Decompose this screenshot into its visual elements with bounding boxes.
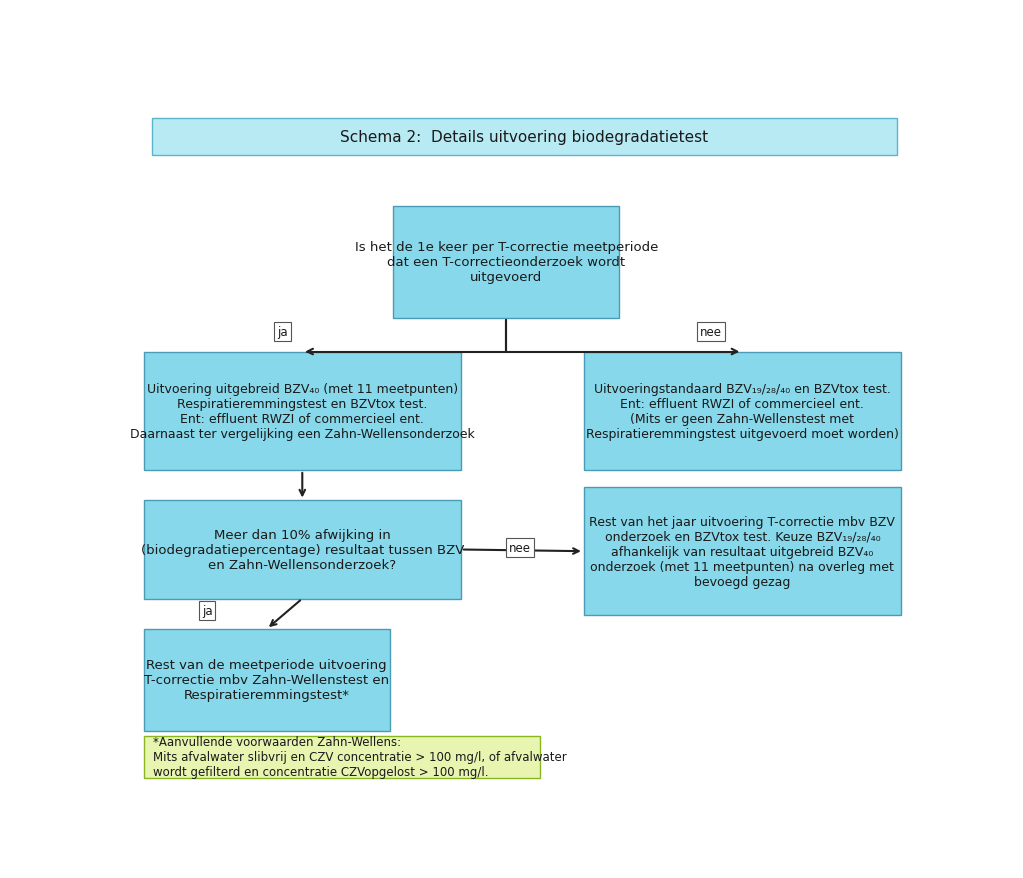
FancyBboxPatch shape: [584, 352, 901, 471]
Text: ja: ja: [202, 604, 213, 617]
FancyBboxPatch shape: [151, 119, 897, 156]
Text: Meer dan 10% afwijking in
(biodegradatiepercentage) resultaat tussen BZV
en Zahn: Meer dan 10% afwijking in (biodegradatie…: [140, 529, 464, 572]
FancyBboxPatch shape: [143, 352, 460, 471]
FancyBboxPatch shape: [143, 736, 540, 778]
Text: Rest van het jaar uitvoering T-correctie mbv BZV
onderzoek en BZVtox test. Keuze: Rest van het jaar uitvoering T-correctie…: [589, 515, 895, 588]
Text: Is het de 1e keer per T-correctie meetperiode
dat een T-correctieonderzoek wordt: Is het de 1e keer per T-correctie meetpe…: [355, 241, 658, 284]
Text: ja: ja: [277, 326, 287, 338]
FancyBboxPatch shape: [143, 500, 460, 599]
Text: Schema 2:  Details uitvoering biodegradatietest: Schema 2: Details uitvoering biodegradat…: [341, 130, 708, 145]
Text: Rest van de meetperiode uitvoering
T-correctie mbv Zahn-Wellenstest en
Respirati: Rest van de meetperiode uitvoering T-cor…: [144, 658, 389, 702]
Text: Uitvoeringstandaard BZV₁₉/₂₈/₄₀ en BZVtox test.
Ent: effluent RWZI of commerciee: Uitvoeringstandaard BZV₁₉/₂₈/₄₀ en BZVto…: [586, 382, 899, 440]
Text: nee: nee: [509, 542, 531, 555]
Text: Uitvoering uitgebreid BZV₄₀ (met 11 meetpunten)
Respiratieremmingstest en BZVtox: Uitvoering uitgebreid BZV₄₀ (met 11 meet…: [130, 382, 475, 440]
Text: nee: nee: [700, 326, 721, 338]
FancyBboxPatch shape: [143, 630, 390, 730]
Text: *Aanvullende voorwaarden Zahn-Wellens:
Mits afvalwater slibvrij en CZV concentra: *Aanvullende voorwaarden Zahn-Wellens: M…: [153, 736, 567, 779]
FancyBboxPatch shape: [584, 487, 901, 615]
FancyBboxPatch shape: [394, 206, 620, 319]
